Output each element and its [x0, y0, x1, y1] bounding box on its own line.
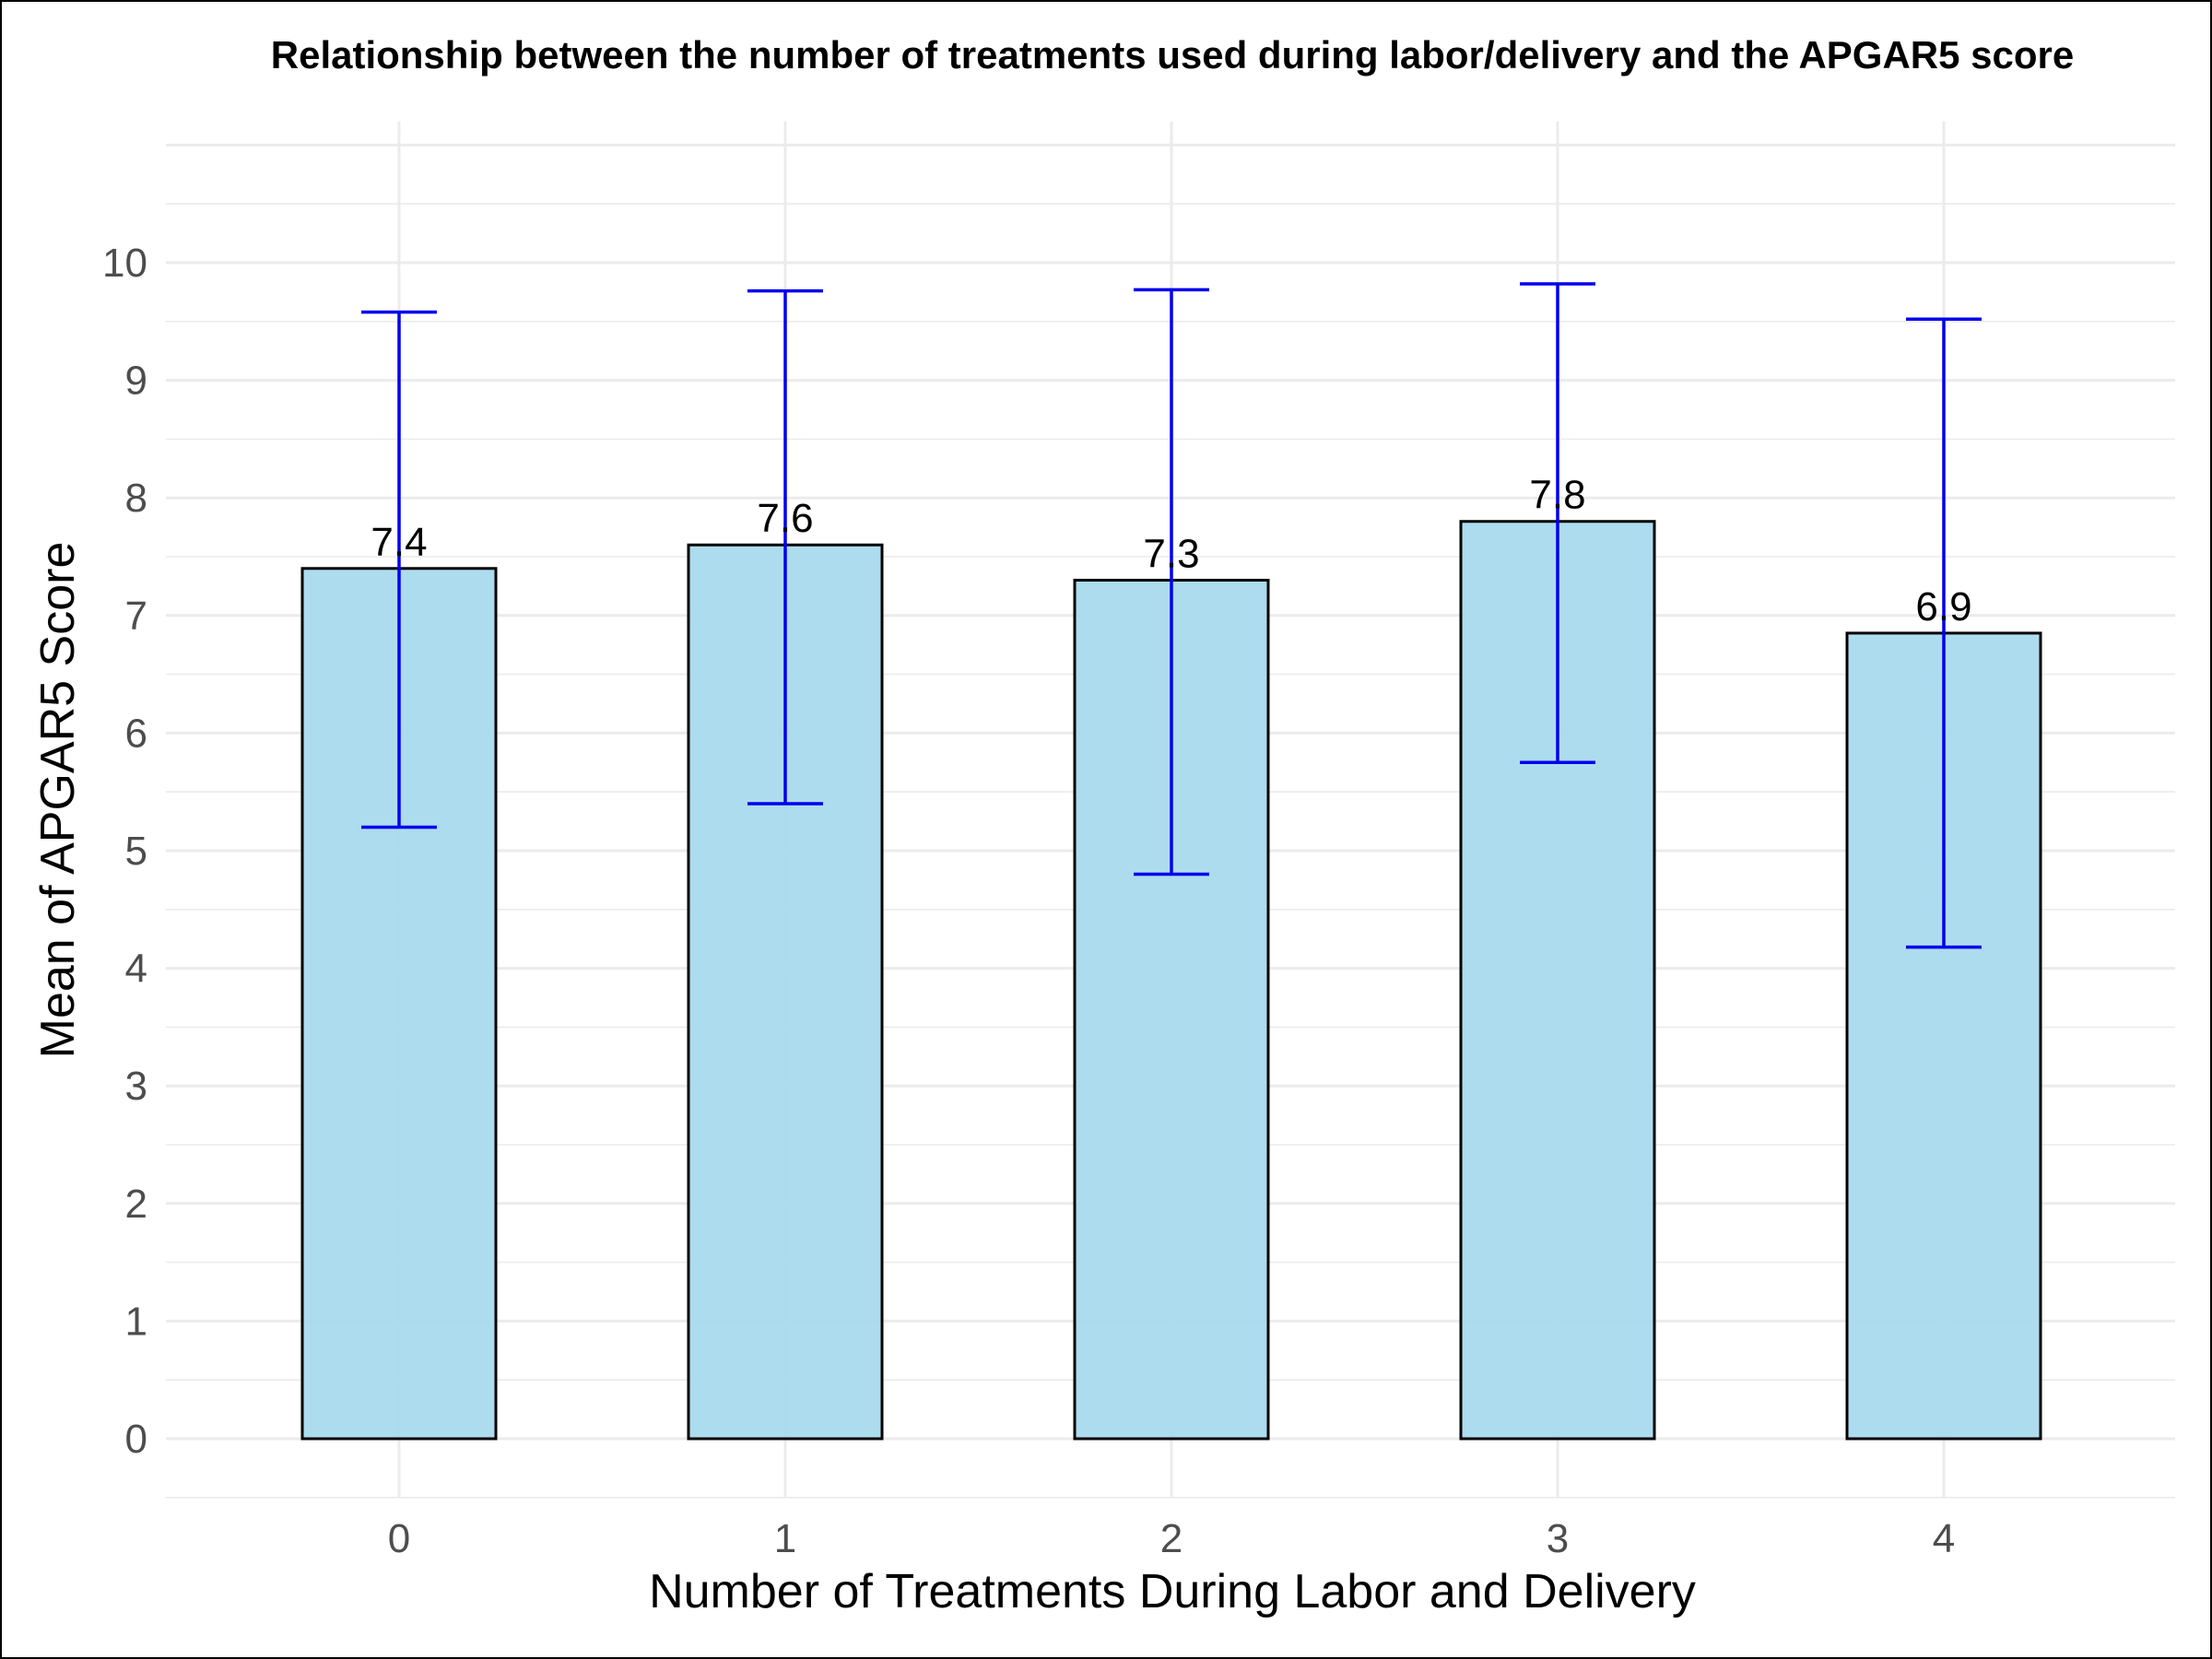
data-label-4: 6.9 — [1915, 584, 1971, 629]
error-bars — [361, 282, 1982, 949]
data-label-2: 7.3 — [1143, 532, 1199, 577]
y-tick-labels: 0 1 2 3 4 5 6 7 8 9 10 — [102, 241, 147, 1462]
x-tick-0: 0 — [388, 1516, 410, 1561]
y-tick-10: 10 — [102, 241, 147, 286]
x-tick-labels: 0 1 2 3 4 — [388, 1516, 1955, 1561]
y-tick-9: 9 — [125, 359, 147, 404]
data-label-3: 7.8 — [1529, 473, 1585, 518]
chart-title: Relationship between the number of treat… — [271, 33, 2075, 76]
data-label-0: 7.4 — [371, 520, 427, 565]
x-tick-4: 4 — [1933, 1516, 1955, 1561]
y-tick-0: 0 — [125, 1417, 147, 1462]
x-tick-2: 2 — [1160, 1516, 1182, 1561]
y-tick-8: 8 — [125, 476, 147, 521]
y-tick-2: 2 — [125, 1182, 147, 1227]
x-tick-3: 3 — [1547, 1516, 1569, 1561]
x-tick-1: 1 — [774, 1516, 796, 1561]
y-tick-7: 7 — [125, 594, 147, 639]
y-tick-3: 3 — [125, 1064, 147, 1109]
data-label-1: 7.6 — [757, 496, 813, 541]
data-labels: 7.4 7.6 7.3 7.8 6.9 — [371, 473, 1971, 629]
y-axis-title: Mean of APGAR5 Score — [31, 542, 85, 1059]
error-bar-2 — [1134, 288, 1209, 877]
error-bar-0 — [361, 310, 437, 830]
error-bar-1 — [747, 288, 823, 806]
y-tick-1: 1 — [125, 1299, 147, 1344]
y-tick-4: 4 — [125, 947, 147, 992]
y-tick-5: 5 — [125, 829, 147, 874]
y-tick-6: 6 — [125, 711, 147, 756]
x-axis-title: Number of Treatments During Labor and De… — [649, 1565, 1696, 1618]
error-bar-4 — [1906, 317, 1982, 949]
error-bar-3 — [1520, 282, 1595, 765]
